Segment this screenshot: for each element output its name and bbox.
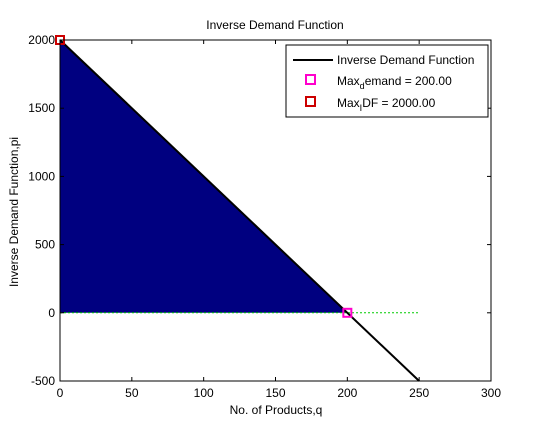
x-tick-label: 250 [409,386,429,400]
x-tick-label: 0 [57,386,64,400]
y-tick-label: 1500 [28,101,55,115]
chart-title: Inverse Demand Function [206,18,343,32]
x-tick-label: 100 [194,386,214,400]
y-tick-label: -500 [31,374,55,388]
x-tick-label: 150 [265,386,285,400]
legend-label-max-idf: MaxIDF = 2000.00 [337,96,436,113]
legend-marker-max-demand [305,74,316,85]
data-marker-0 [342,307,353,318]
legend-label-max-demand: Maxdemand = 200.00 [337,74,452,91]
legend-box [285,44,489,118]
x-tick-label: 300 [481,386,501,400]
y-tick-label: 1000 [28,169,55,183]
y-axis-label: Inverse Demand Function,pi [7,137,21,287]
x-tick-label: 200 [337,386,357,400]
legend-label-inverse-demand: Inverse Demand Function [337,53,474,67]
legend: Inverse Demand Function Maxdemand = 200.… [285,44,489,118]
y-tick-label: 0 [48,306,55,320]
x-tick-label: 50 [125,386,139,400]
legend-marker-max-idf [305,96,316,107]
x-axis-label: No. of Products,q [230,403,323,417]
y-tick-label: 500 [35,238,55,252]
series-line-inverse-demand [59,39,420,382]
x-ticks: 0 50 100 150 200 250 300 [57,40,501,400]
y-tick-label: 2000 [28,33,55,47]
y-ticks: -500 0 500 1000 1500 2000 [28,33,491,388]
